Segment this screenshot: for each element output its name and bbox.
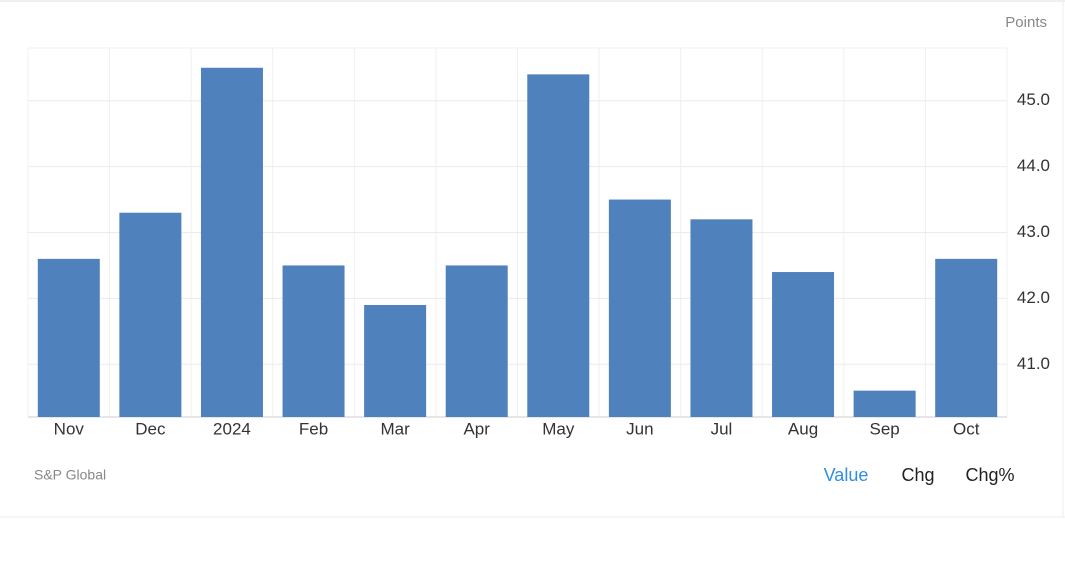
view-button[interactable]: Chg (901, 465, 934, 485)
x-tick-label: Dec (135, 419, 166, 438)
x-tick-label: Nov (54, 419, 85, 438)
bar (37, 258, 100, 417)
bar (608, 199, 671, 417)
bar (445, 265, 508, 417)
bar (119, 212, 182, 417)
bar (935, 258, 998, 417)
x-tick-label: Jun (626, 419, 653, 438)
y-tick-label: 41.0 (1017, 354, 1050, 373)
bar (772, 272, 835, 417)
y-tick-label: 43.0 (1017, 222, 1050, 241)
source: S&P Global (34, 467, 106, 483)
x-tick-label: Mar (380, 419, 410, 438)
bar (364, 304, 427, 417)
x-tick-label: 2024 (213, 419, 251, 438)
x-tick-label: Feb (299, 419, 328, 438)
x-tick-label: Jul (711, 419, 733, 438)
view-button[interactable]: Value (824, 465, 869, 485)
x-tick-label: Sep (870, 419, 900, 438)
x-tick-label: May (542, 419, 575, 438)
y-tick-label: 44.0 (1017, 156, 1050, 175)
bar (527, 74, 590, 417)
x-tick-label: Apr (463, 419, 490, 438)
unit-label: Points (1005, 14, 1047, 31)
bar (853, 390, 916, 417)
x-tick-label: Aug (788, 419, 818, 438)
x-tick-label: Oct (953, 419, 980, 438)
y-tick-label: 42.0 (1017, 288, 1050, 307)
view-button[interactable]: Chg% (965, 465, 1014, 485)
bar (200, 67, 263, 418)
bar (690, 219, 753, 417)
bar (282, 265, 345, 417)
y-tick-label: 45.0 (1017, 90, 1050, 109)
